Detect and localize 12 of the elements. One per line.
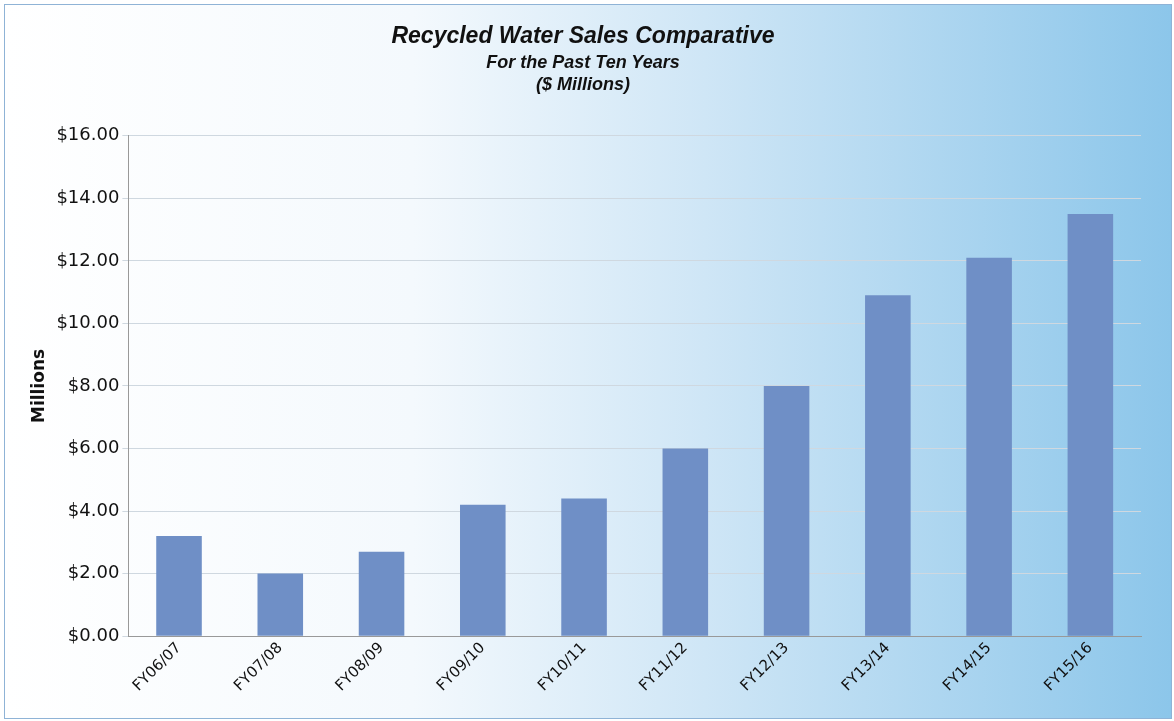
y-tick-label: $10.00 [56, 311, 120, 333]
y-tick-label: $6.00 [67, 436, 120, 458]
y-tick-label: $16.00 [56, 123, 120, 145]
y-axis-title: Millions [27, 348, 48, 424]
y-tick-label: $2.00 [67, 561, 120, 583]
chart-subtitle: For the Past Ten Years ($ Millions) [486, 52, 680, 94]
y-tick-label: $12.00 [56, 248, 120, 270]
y-tick-label: $4.00 [67, 498, 120, 520]
chart-title: Recycled Water Sales Comparative [391, 22, 775, 49]
y-tick-label: $8.00 [67, 373, 120, 395]
y-tick-label: $14.00 [56, 186, 120, 208]
y-tick-label: $0.00 [67, 623, 120, 645]
